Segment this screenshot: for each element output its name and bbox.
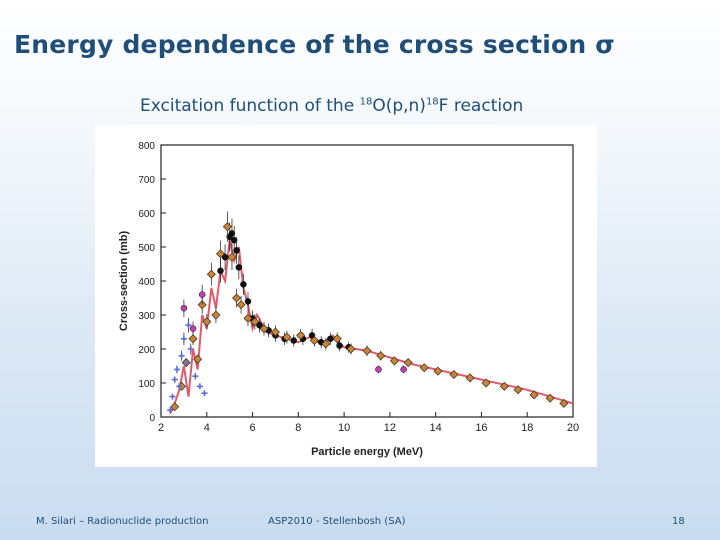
- data-point: [167, 407, 174, 414]
- footer-author: M. Silari – Radionuclide production: [36, 516, 209, 527]
- chart-subtitle: Excitation function of the 18O(p,n)18F r…: [140, 96, 523, 116]
- data-point: [375, 366, 382, 373]
- data-point: [206, 269, 216, 279]
- data-point: [233, 247, 240, 254]
- y-tick-label: 600: [138, 209, 155, 220]
- subtitle-suffix: F reaction: [438, 96, 524, 116]
- data-point: [362, 346, 372, 356]
- data-point: [189, 325, 197, 332]
- data-point: [228, 230, 236, 237]
- data-point: [232, 293, 242, 303]
- data-point: [376, 351, 386, 361]
- y-tick-label: 100: [138, 379, 155, 390]
- x-tick-label: 4: [204, 422, 210, 434]
- data-point: [481, 378, 491, 388]
- x-tick-label: 8: [295, 422, 301, 434]
- data-point: [236, 300, 246, 310]
- data-point: [321, 339, 331, 349]
- x-tick-label: 18: [521, 422, 533, 434]
- data-point: [465, 373, 475, 383]
- data-point: [559, 398, 569, 408]
- data-point: [230, 236, 238, 244]
- x-axis-label: Particle energy (MeV): [311, 446, 423, 458]
- data-point: [332, 334, 342, 344]
- data-point: [419, 363, 429, 373]
- x-tick-label: 14: [430, 422, 442, 434]
- y-axis-label: Cross-section (mb): [118, 231, 130, 332]
- data-point: [433, 366, 443, 376]
- data-point: [202, 317, 212, 327]
- footer-page-number: 18: [672, 516, 685, 527]
- data-point: [309, 336, 319, 345]
- footer-event: ASP2010 - Stellenbosh (SA): [268, 516, 406, 527]
- data-point: [227, 252, 237, 262]
- y-tick-label: 700: [138, 175, 155, 186]
- data-point: [188, 334, 198, 344]
- data-point: [178, 352, 185, 359]
- data-point: [513, 385, 523, 395]
- plot-area: [160, 144, 574, 418]
- subtitle-prefix: Excitation function of the: [140, 96, 360, 116]
- chart-figure: 2 4 6 8 10 12 14 16 18 20 0 100 200 300 400 500 600 700 80…: [95, 125, 597, 467]
- data-point: [169, 393, 176, 400]
- data-point: [185, 322, 192, 329]
- data-point: [211, 310, 221, 320]
- slide-title: Energy dependence of the cross section σ: [14, 30, 615, 59]
- data-point: [183, 359, 190, 366]
- data-point: [235, 264, 243, 271]
- data-point: [197, 300, 207, 310]
- data-point: [170, 402, 180, 412]
- excitation-function-chart: 2 4 6 8 10 12 14 16 18 20010020030040050060070080…: [118, 141, 579, 458]
- subtitle-reaction: O(p,n): [372, 96, 426, 116]
- data-point: [259, 324, 269, 334]
- subtitle-mass-number-f: 18: [425, 96, 439, 108]
- data-point: [545, 393, 555, 403]
- data-point: [196, 383, 203, 390]
- data-point: [499, 381, 509, 391]
- y-tick-label: 400: [138, 277, 155, 288]
- data-point: [250, 317, 260, 327]
- data-point: [244, 298, 252, 305]
- data-point: [193, 354, 203, 364]
- x-tick-label: 10: [338, 422, 350, 434]
- data-point: [240, 281, 247, 288]
- x-tick-label: 6: [249, 422, 255, 434]
- data-point: [198, 291, 206, 298]
- data-point: [403, 358, 413, 368]
- data-point: [346, 344, 356, 354]
- data-point: [176, 383, 183, 390]
- data-point: [222, 222, 232, 232]
- data-point: [449, 370, 459, 379]
- data-point: [243, 313, 253, 323]
- x-tick-label: 12: [384, 422, 396, 434]
- y-tick-label: 0: [149, 413, 155, 424]
- data-point: [187, 346, 194, 352]
- y-tick-label: 200: [138, 345, 155, 356]
- data-point: [336, 342, 343, 349]
- data-point: [529, 390, 539, 400]
- data-point: [296, 330, 306, 340]
- data-point: [256, 321, 263, 329]
- data-point: [216, 249, 226, 259]
- y-tick-label: 800: [138, 141, 155, 152]
- subtitle-mass-number-o: 18: [359, 96, 373, 108]
- data-point: [400, 366, 407, 373]
- x-tick-label: 20: [567, 422, 579, 434]
- x-tick-label: 2: [158, 422, 164, 434]
- data-point: [201, 390, 208, 397]
- y-tick-label: 500: [138, 243, 155, 254]
- data-point: [270, 327, 280, 337]
- data-point: [389, 356, 399, 366]
- data-point: [174, 366, 181, 373]
- data-point: [217, 267, 224, 275]
- y-tick-label: 300: [138, 311, 155, 322]
- data-point: [282, 332, 292, 342]
- data-point: [327, 335, 334, 343]
- data-point: [171, 376, 178, 383]
- data-point: [192, 373, 199, 380]
- x-tick-label: 16: [475, 422, 487, 434]
- data-point: [290, 337, 298, 344]
- data-point: [180, 304, 188, 312]
- data-point: [180, 335, 187, 342]
